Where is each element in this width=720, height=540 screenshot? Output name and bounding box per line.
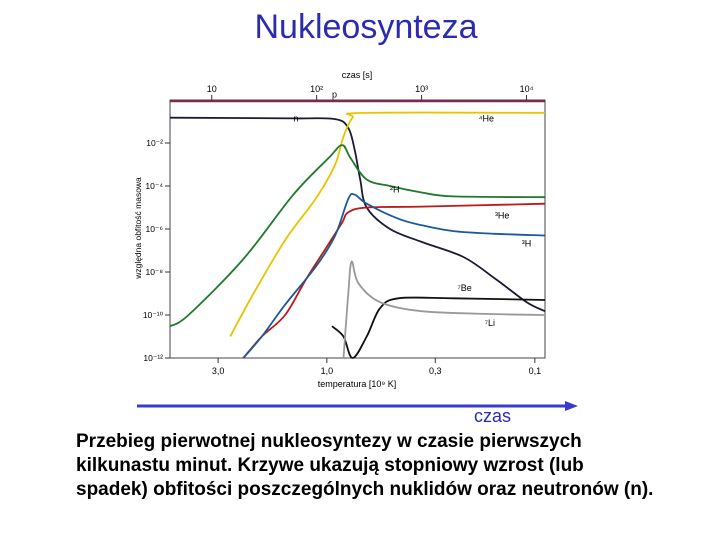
y-tick-label: 10⁻⁸	[145, 267, 163, 277]
series-label-2: ⁴He	[479, 114, 494, 124]
series-line-4	[242, 202, 546, 359]
series-line-7	[342, 260, 546, 359]
y-axis-title: względna obfitość masowa	[133, 177, 143, 280]
series-line-5	[242, 192, 546, 359]
time-arrow-head	[565, 401, 578, 411]
y-tick-label: 10⁻⁴	[145, 181, 163, 191]
series-label-6: ⁷Be	[458, 283, 472, 293]
bottom-tick-label: 3,0	[212, 366, 225, 376]
time-arrow-label: czas	[474, 406, 512, 426]
caption: Przebieg pierwotnej nukleosyntezy w czas…	[76, 431, 654, 500]
x-axis-title: temperatura [10⁹ K]	[318, 379, 396, 389]
bottom-tick-label: 0,1	[529, 366, 542, 376]
series-labels: p n ⁴He ²H ³He ³H ⁷Be ⁷Li	[293, 90, 531, 329]
series-line-3	[169, 144, 546, 328]
y-tick-label: 10⁻¹⁰	[143, 310, 164, 320]
series-label-0: p	[332, 90, 337, 100]
top-tick-label: 10²	[310, 84, 323, 94]
series-lines	[169, 100, 546, 359]
series-line-6	[331, 296, 546, 359]
series-label-3: ²H	[390, 184, 400, 194]
bottom-tick-label: 1,0	[321, 366, 334, 376]
y-axis-ticks: 10⁻² 10⁻⁴ 10⁻⁶ 10⁻⁸ 10⁻¹⁰ 10⁻¹²	[143, 138, 170, 363]
series-label-5: ³H	[522, 239, 532, 249]
y-tick-label: 10⁻¹²	[143, 353, 163, 363]
series-label-1: n	[293, 114, 298, 124]
abundance-chart: 10 10² 10³ 10⁴ 3,0 1,0 0,3 0,1 10⁻²10⁻⁴10⁻⁶10⁻…	[133, 70, 546, 389]
bottom-axis-ticks: 3,0 1,0 0,3 0,1	[212, 358, 541, 376]
top-axis-title: czas [s]	[342, 70, 373, 80]
top-tick-label: 10⁴	[520, 84, 534, 94]
y-tick-label: 10⁻⁶	[146, 224, 163, 234]
bottom-tick-label: 0,3	[429, 366, 442, 376]
top-tick-label: 10³	[415, 84, 428, 94]
series-label-4: ³He	[495, 211, 510, 221]
series-line-2	[229, 111, 546, 337]
y-tick-label: 10⁻²	[146, 138, 163, 148]
slide-title: Nukleosynteza	[254, 8, 478, 46]
top-tick-label: 10	[207, 84, 217, 94]
series-label-7: ⁷Li	[485, 318, 495, 328]
series-line-1	[169, 116, 546, 313]
top-axis-ticks: 10 10² 10³ 10⁴	[207, 84, 534, 100]
